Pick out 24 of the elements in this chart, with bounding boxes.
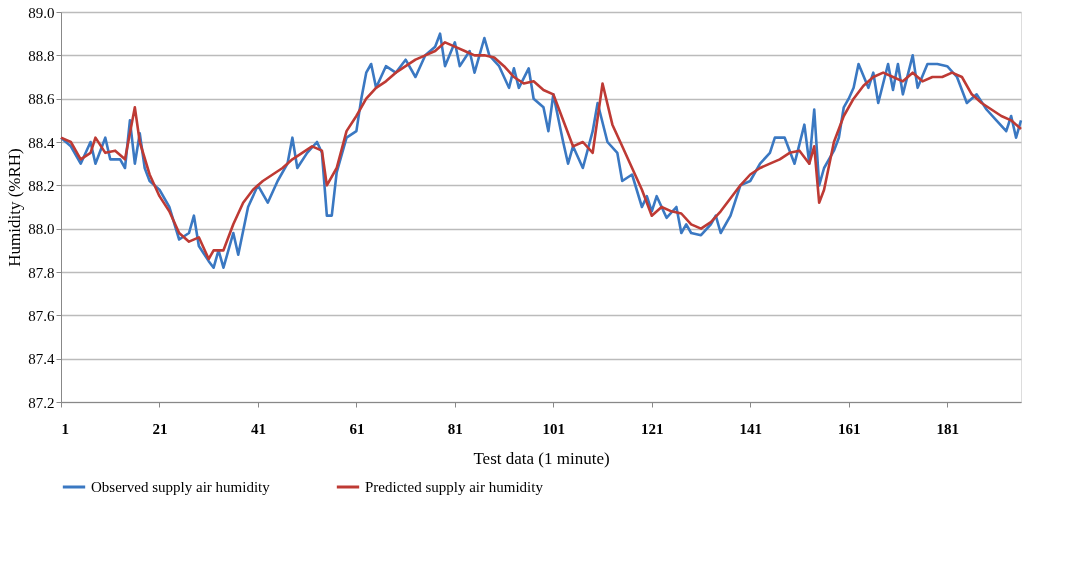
x-tick-label: 181 [936, 420, 959, 437]
x-tick-label: 121 [641, 420, 664, 437]
x-axis-title: Test data (1 minute) [473, 448, 610, 468]
x-tick-label: 161 [837, 420, 861, 437]
y-tick-label: 88.8 [28, 47, 55, 64]
y-tick-label: 89.0 [28, 4, 55, 21]
x-tick-label: 61 [349, 420, 365, 437]
y-tick-label: 87.4 [28, 351, 55, 368]
x-tick-label: 1 [61, 420, 69, 437]
legend-label: Observed supply air humidity [91, 479, 271, 495]
y-tick-label: 88.2 [28, 177, 55, 194]
y-axis-title: Humidity (%RH) [5, 148, 25, 267]
y-tick-label: 88.4 [28, 134, 55, 151]
y-tick-label: 87.6 [28, 307, 55, 324]
x-tick-label: 141 [739, 420, 762, 437]
x-tick-label: 81 [447, 420, 463, 437]
y-tick-label: 87.8 [28, 264, 55, 281]
x-tick-label: 41 [250, 420, 266, 437]
y-tick-label: 88.0 [28, 221, 55, 238]
y-tick-label: 88.6 [28, 91, 55, 108]
x-tick-label: 101 [542, 420, 566, 437]
x-tick-label: 21 [152, 420, 168, 437]
y-tick-label: 87.2 [28, 394, 55, 411]
legend-label: Predicted supply air humidity [365, 479, 544, 495]
